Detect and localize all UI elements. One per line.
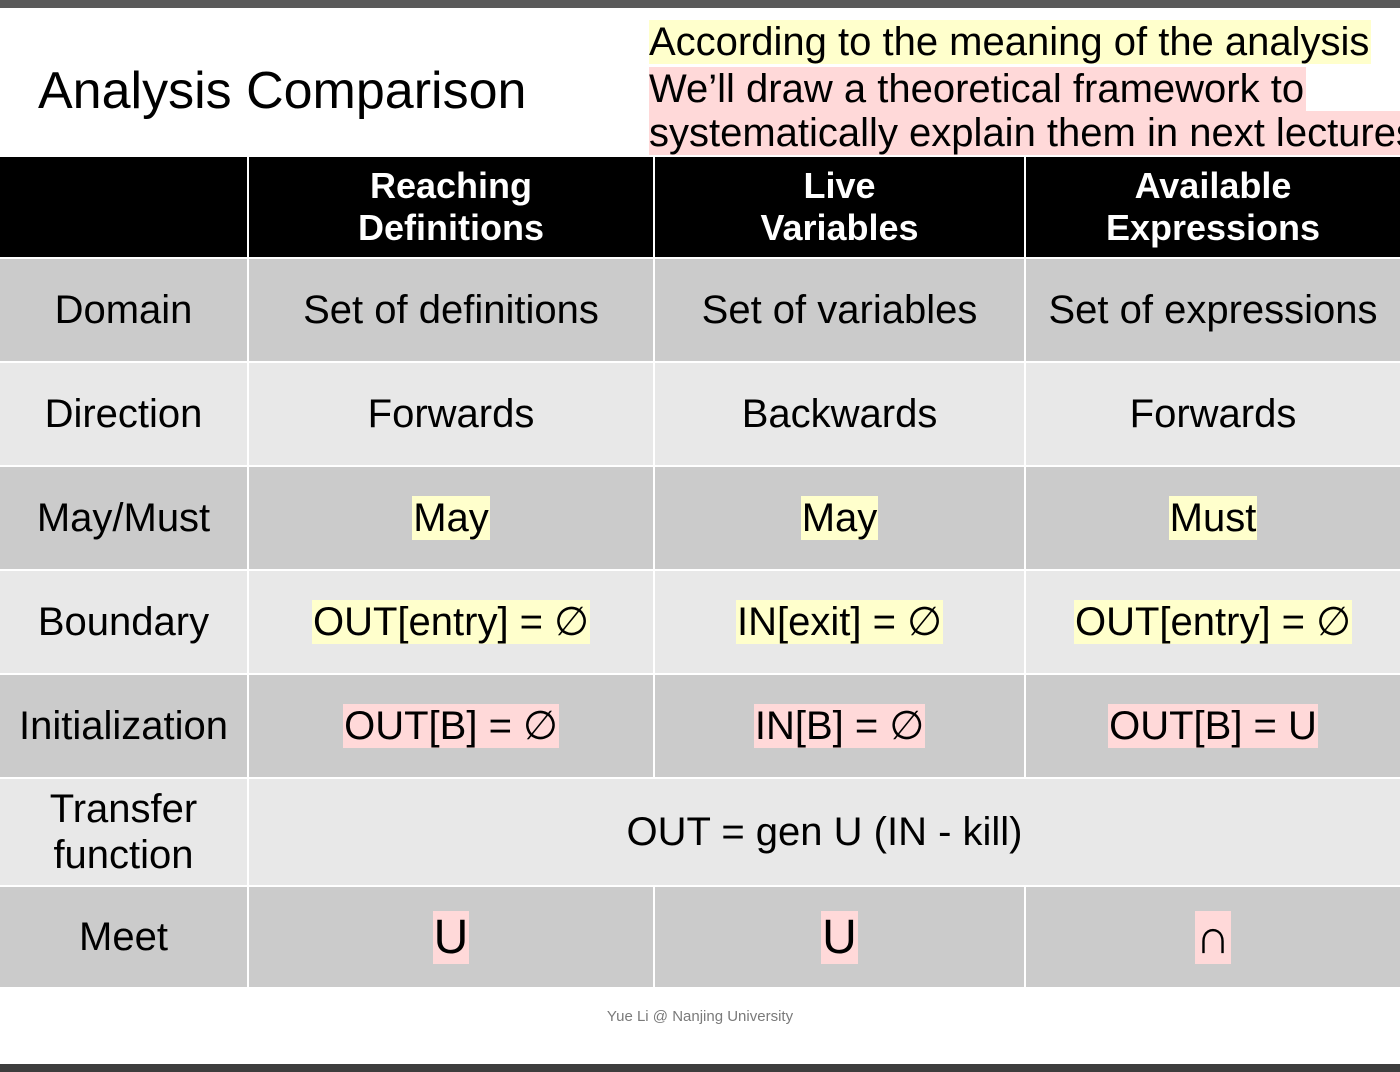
table-row-may-must: May/Must May May Must <box>0 466 1400 571</box>
table-cell: Backwards <box>653 362 1025 467</box>
highlighted-value: ∩ <box>1194 910 1232 964</box>
note-line-3: systematically explain them in next lect… <box>649 111 1400 155</box>
table-cell: OUT[entry] = ∅ <box>247 570 654 675</box>
table-cell: OUT[B] = ∅ <box>247 674 654 779</box>
table-cell: May <box>247 466 654 571</box>
table-row-direction: Direction Forwards Backwards Forwards <box>0 362 1400 467</box>
table-cell: Set of variables <box>653 258 1025 363</box>
table-cell: Forwards <box>247 362 654 467</box>
table-cell: Set of expressions <box>1024 258 1400 363</box>
highlighted-value: OUT[entry] = ∅ <box>1073 600 1352 644</box>
footer-credit: Yue Li @ Nanjing University <box>606 1008 794 1025</box>
row-label: Transfer function <box>0 778 248 887</box>
highlighted-value: May <box>800 495 879 540</box>
note-line-1: According to the meaning of the analysis <box>649 20 1372 64</box>
transfer-function-cell: OUT = gen U (IN - kill) <box>247 778 1400 887</box>
table-cell: OUT[B] = U <box>1024 674 1400 779</box>
table-cell: May <box>653 466 1025 571</box>
table-row-boundary: Boundary OUT[entry] = ∅ IN[exit] = ∅ OUT… <box>0 570 1400 675</box>
row-label: Domain <box>0 258 248 363</box>
table-cell: Forwards <box>1024 362 1400 467</box>
table-cell: U <box>247 886 654 989</box>
table-row-domain: Domain Set of definitions Set of variabl… <box>0 258 1400 363</box>
table-cell: IN[B] = ∅ <box>653 674 1025 779</box>
row-label: Initialization <box>0 674 248 779</box>
highlighted-value: May <box>412 495 490 540</box>
slide-title: Analysis Comparison <box>38 62 527 120</box>
highlighted-value: OUT[B] = U <box>1108 703 1318 748</box>
highlighted-value: IN[exit] = ∅ <box>736 600 943 644</box>
row-label: Direction <box>0 362 248 467</box>
highlighted-value: U <box>821 910 858 964</box>
highlighted-value: OUT[B] = ∅ <box>343 704 559 748</box>
table-header-row: Reaching Definitions Live Variables Avai… <box>0 157 1400 259</box>
highlighted-value: Must <box>1168 495 1258 540</box>
table-cell: Must <box>1024 466 1400 571</box>
slide-top-border <box>0 0 1400 8</box>
row-label: Boundary <box>0 570 248 675</box>
table-row-meet: Meet U U ∩ <box>0 886 1400 989</box>
header-reaching-definitions: Reaching Definitions <box>247 157 654 259</box>
table-cell: IN[exit] = ∅ <box>653 570 1025 675</box>
row-label: May/Must <box>0 466 248 571</box>
highlighted-value: U <box>432 910 470 964</box>
note-line-2: We’ll draw a theoretical framework to <box>649 67 1307 111</box>
table-cell: Set of definitions <box>247 258 654 363</box>
table-cell: OUT[entry] = ∅ <box>1024 570 1400 675</box>
table-cell: U <box>653 886 1025 989</box>
table-cell: ∩ <box>1024 886 1400 989</box>
highlighted-value: OUT[entry] = ∅ <box>311 600 590 644</box>
header-available-expressions: Available Expressions <box>1024 157 1400 259</box>
table-row-initialization: Initialization OUT[B] = ∅ IN[B] = ∅ OUT[… <box>0 674 1400 779</box>
header-corner-cell <box>0 157 248 259</box>
slide-bottom-border <box>0 1064 1400 1072</box>
row-label: Meet <box>0 886 248 989</box>
highlighted-value: IN[B] = ∅ <box>753 704 926 748</box>
analysis-comparison-table: Reaching Definitions Live Variables Avai… <box>0 157 1400 989</box>
table-row-transfer-function: Transfer function OUT = gen U (IN - kill… <box>0 778 1400 887</box>
header-live-variables: Live Variables <box>653 157 1025 259</box>
